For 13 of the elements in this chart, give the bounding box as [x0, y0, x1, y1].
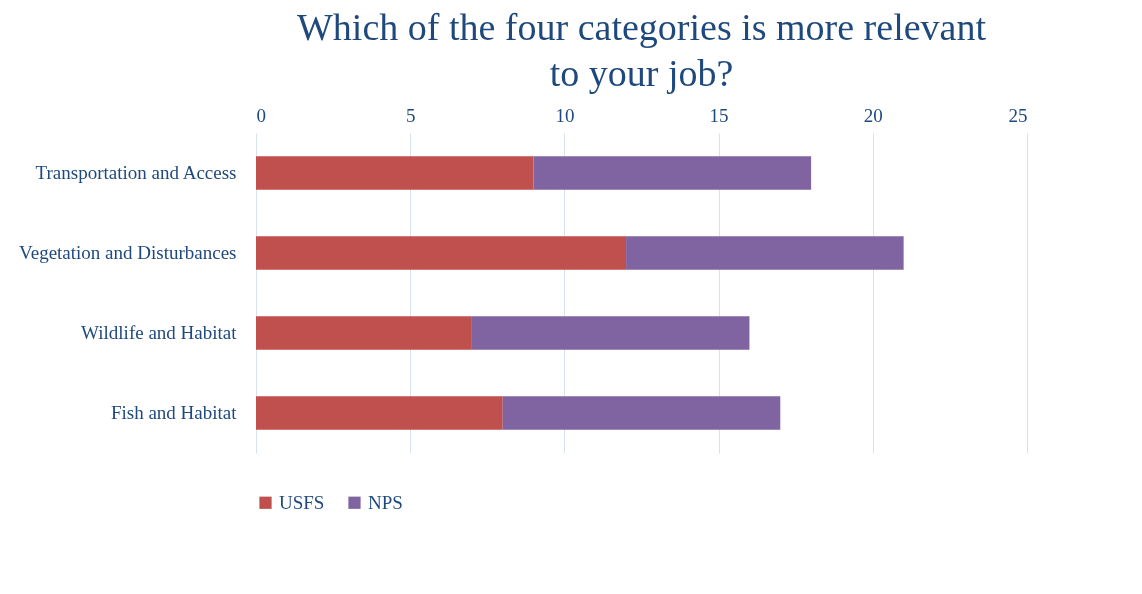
x-tick-label: 0	[256, 104, 266, 126]
x-tick-label: 5	[405, 104, 416, 126]
x-tick-label: 20	[863, 104, 883, 126]
legend-label: NPS	[368, 491, 403, 513]
y-tick-label: Transportation and Access	[35, 162, 237, 183]
y-tick-label: Fish and Habitat	[110, 402, 238, 423]
x-tick-label: 15	[709, 104, 729, 126]
y-tick-label: Vegetation and Disturbances	[19, 242, 237, 263]
legend-label: USFS	[279, 491, 325, 513]
x-tick-label: 10	[555, 104, 575, 126]
y-tick-label: Wildlife and Habitat	[81, 322, 238, 343]
chart-title: Which of the four categories is more relevant to your job?	[297, 6, 987, 94]
x-tick-label: 25	[1008, 104, 1028, 126]
